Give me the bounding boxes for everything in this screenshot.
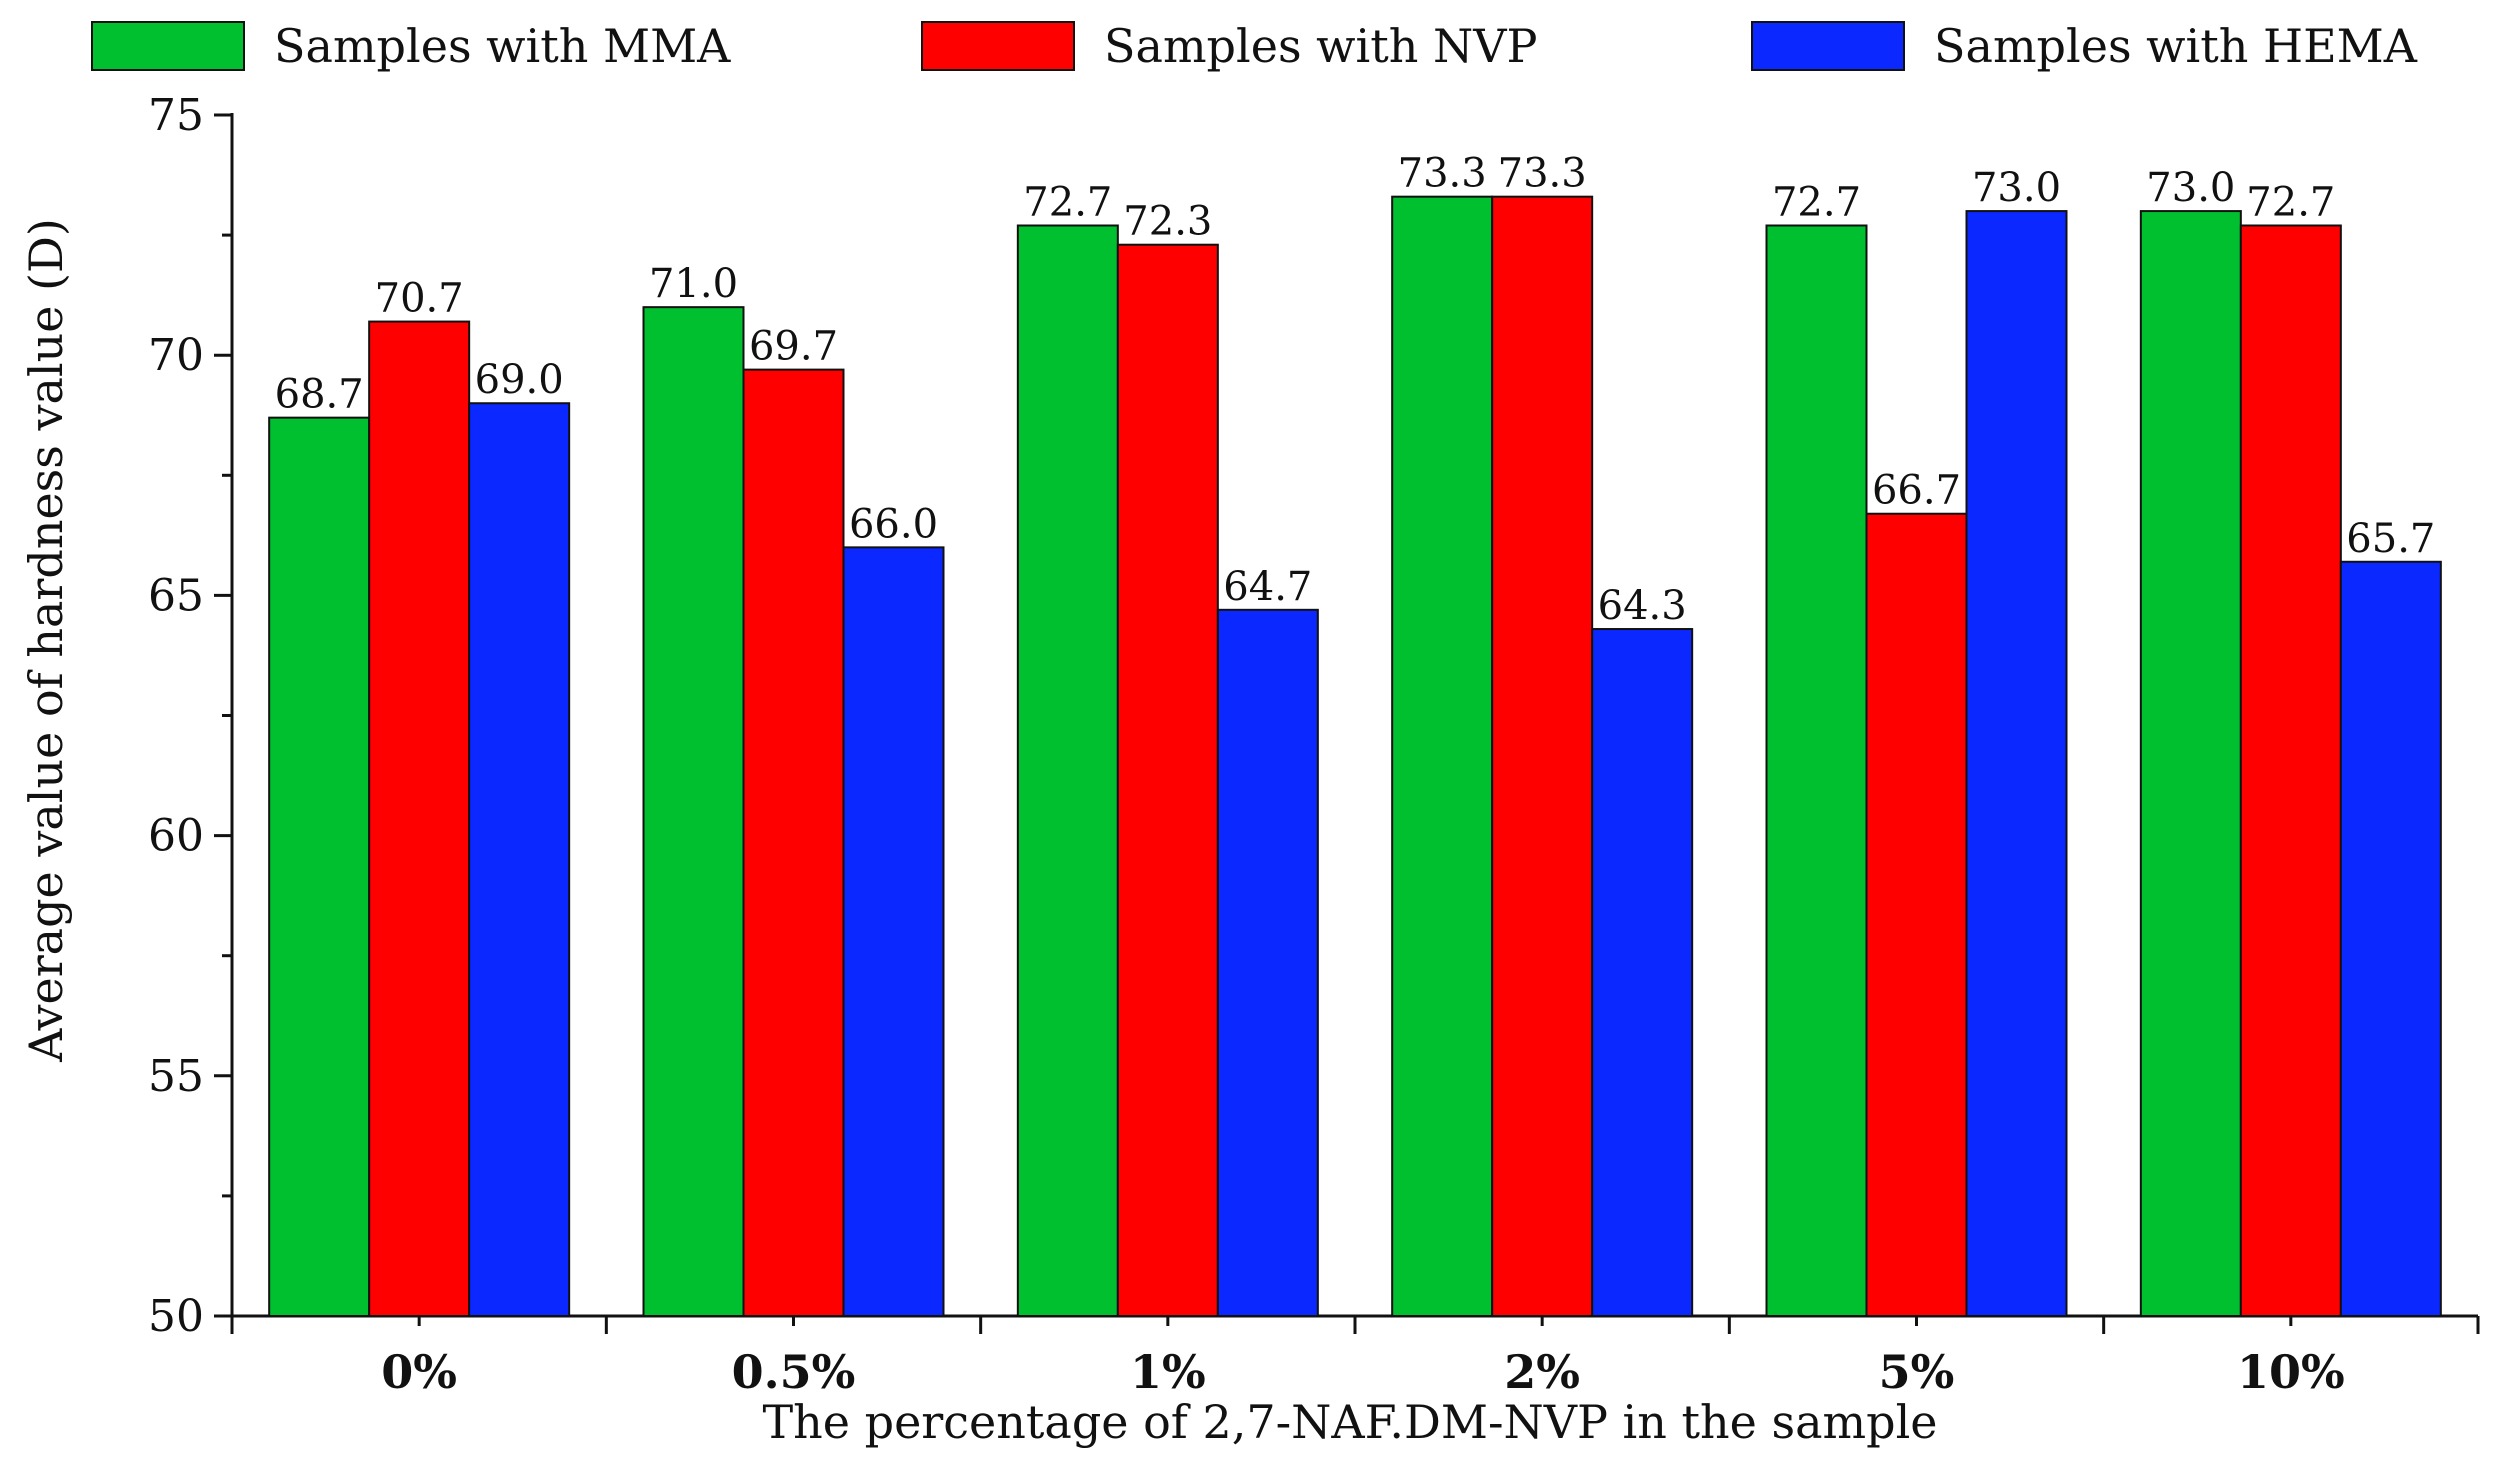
bar-samples-with-hema-1pct [1216, 608, 1319, 1317]
bar-samples-with-nvp-10pct [2239, 224, 2342, 1318]
bar-samples-with-nvp-0pct [368, 320, 471, 1317]
bar-value-labels: 68.770.769.071.069.766.072.7 72.364.773.3… [275, 151, 2436, 629]
bar-samples-with-nvp-5pct [1865, 512, 1968, 1317]
x-category-label: 5% [1879, 1345, 1955, 1399]
legend-label: Samples with NVP [1104, 19, 1537, 73]
bar-value-label: 73.0 [1972, 165, 2061, 211]
bar-value-label: 69.0 [475, 357, 564, 403]
bar-value-label: 71.0 [649, 261, 738, 307]
bar-value-label: 66.7 [1872, 468, 1961, 514]
legend: Samples with MMA Samples with NVP Samples … [91, 19, 2418, 73]
bar-samples-with-mma-0-5pct [642, 306, 745, 1318]
bar-value-label: 73.3 [1498, 151, 1587, 197]
bar-samples-with-mma-10pct [2139, 210, 2242, 1318]
bar-value-label: 72.7 [1772, 179, 1861, 225]
bar-value-label: 72.7 [2246, 179, 2335, 225]
bar-value-label: 64.7 [1223, 564, 1312, 610]
x-category-label: 1% [1130, 1345, 1206, 1399]
bar-value-label: 72.7 [1023, 179, 1112, 225]
bar-value-label: 65.7 [2346, 516, 2435, 562]
bar-samples-with-hema-0pct [468, 402, 571, 1317]
bar-value-label: 72.3 [1123, 199, 1212, 245]
bar-value-label: 64.3 [1598, 583, 1687, 629]
bar-value-label: 68.7 [275, 372, 364, 418]
y-tick-label: 70 [148, 330, 204, 381]
bar-samples-with-hema-10pct [2339, 560, 2442, 1317]
bar-samples-with-nvp-0-5pct [742, 368, 845, 1317]
bar-value-label: 73.0 [2146, 165, 2235, 211]
bar-value-label: 73.3 [1398, 151, 1487, 197]
bar-value-label: 66.0 [849, 501, 938, 547]
x-category-label: 0% [381, 1345, 457, 1399]
bar-value-label: 69.7 [749, 324, 838, 370]
legend-swatch [91, 21, 245, 71]
legend-label: Samples with MMA [274, 19, 731, 73]
legend-swatch [921, 21, 1075, 71]
y-tick-label: 75 [148, 90, 204, 141]
bar-samples-with-hema-5pct [1965, 210, 2068, 1318]
bar-samples-with-mma-2pct [1391, 195, 1494, 1318]
bar-samples-with-nvp-2pct [1491, 195, 1594, 1318]
x-category-label: 10% [2237, 1345, 2345, 1399]
bar-samples-with-mma-0pct [268, 416, 371, 1318]
bar-samples-with-hema-0-5pct [842, 546, 945, 1317]
y-tick-label: 50 [148, 1291, 204, 1342]
y-tick-label: 65 [148, 570, 204, 621]
legend-swatch [1751, 21, 1905, 71]
x-category-label: 0.5% [732, 1345, 856, 1399]
x-axis-title: The percentage of 2,7-NAF.DM-NVP in the … [762, 1395, 1937, 1449]
bar-samples-with-nvp-1pct [1116, 243, 1219, 1317]
bar-samples-with-hema-2pct [1591, 628, 1694, 1317]
legend-label: Samples with HEMA [1934, 19, 2418, 73]
y-tick-label: 55 [148, 1051, 204, 1102]
bar-samples-with-mma-5pct [1765, 224, 1868, 1318]
y-axis-title: Average value of hardness value (D) [19, 218, 73, 1063]
x-category-label: 2% [1504, 1345, 1580, 1399]
bar-value-label: 70.7 [375, 276, 464, 322]
bar-samples-with-mma-1pct [1016, 224, 1119, 1318]
bars [268, 195, 2442, 1318]
axes: 50 55 60 65 70 75 0% 0.5% 1% 2% 5% 10% [148, 90, 2480, 1399]
y-tick-label: 60 [148, 811, 204, 862]
